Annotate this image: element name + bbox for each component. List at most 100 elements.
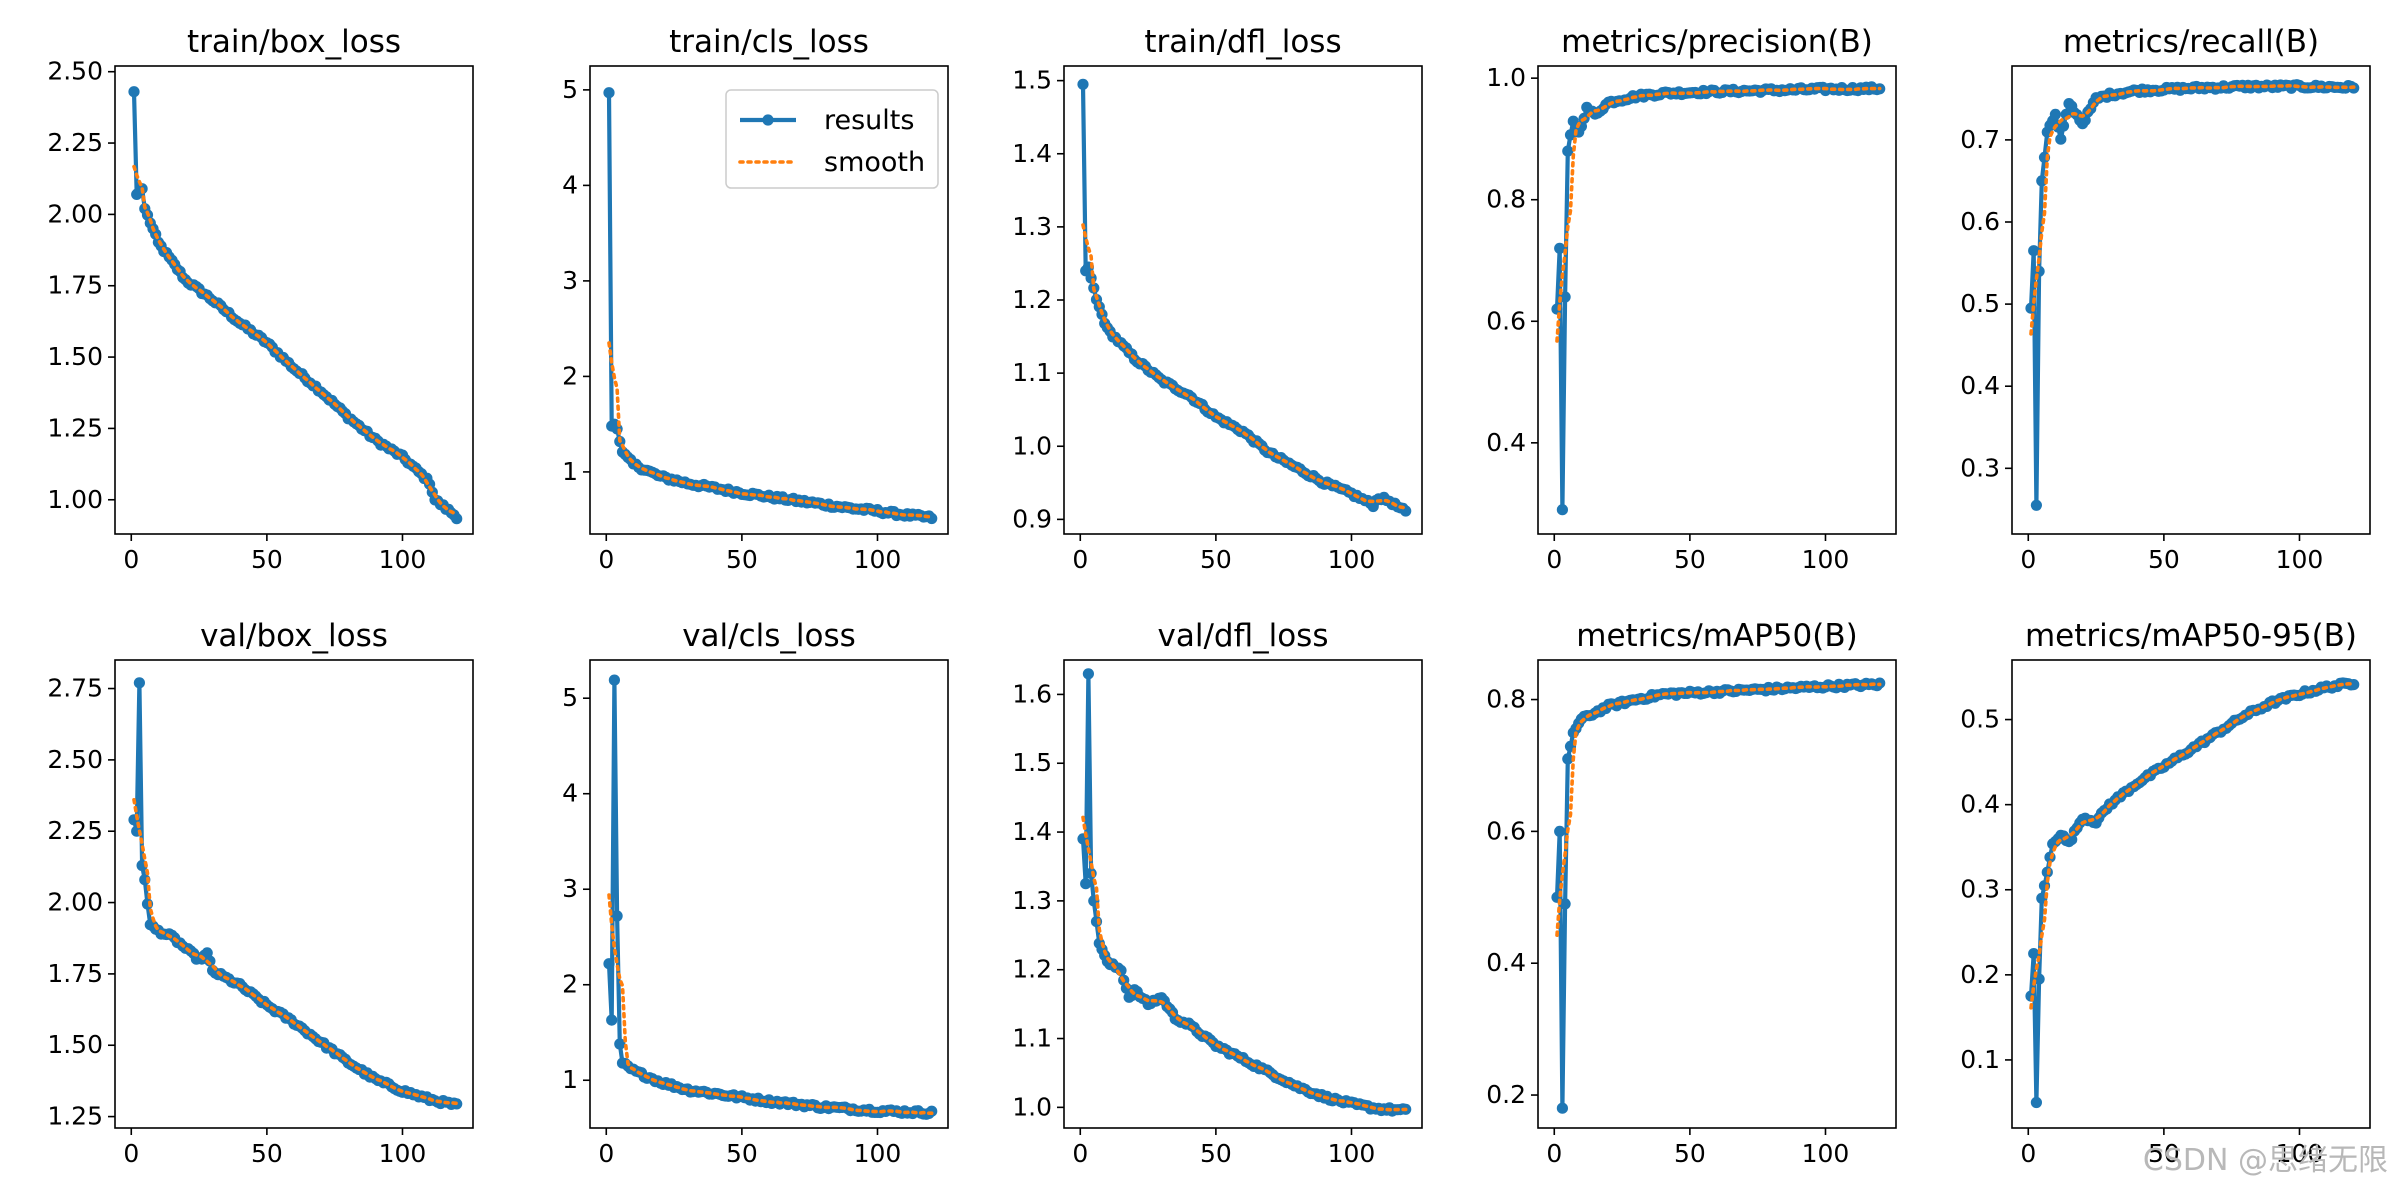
y-tick-label: 1.2 <box>1012 955 1052 984</box>
plot-frame <box>114 65 474 535</box>
smooth-line <box>2029 83 2356 336</box>
results-point <box>2030 1096 2042 1109</box>
smooth-line <box>2029 681 2356 1010</box>
x-tick-label: 100 <box>2276 545 2324 574</box>
results-point <box>1082 668 1094 680</box>
y-tick-label: 0.6 <box>1960 207 2000 236</box>
smooth-line <box>1081 223 1408 511</box>
results-point <box>1077 78 1089 90</box>
y-tick-label: 2.50 <box>47 745 103 774</box>
results-point <box>2049 108 2061 120</box>
y-tick-label: 0.1 <box>1960 1045 2000 1074</box>
x-tick-label: 100 <box>854 1139 902 1168</box>
results-line <box>1554 84 1881 512</box>
y-tick-label: 0.4 <box>1486 948 1526 977</box>
plot-frame <box>1537 65 1897 535</box>
y-tick-label: 1.0 <box>1012 1092 1052 1121</box>
smooth-line <box>607 893 934 1115</box>
y-tick-label: 0.6 <box>1486 816 1526 845</box>
y-tick-label: 2.00 <box>47 888 103 917</box>
y-tick-label: 1.25 <box>47 413 103 442</box>
series-group <box>1551 81 1886 516</box>
plot-frame <box>1537 659 1897 1129</box>
y-tick-label: 1.0 <box>1012 431 1052 460</box>
results-point <box>1554 242 1566 254</box>
y-tick-label: 0.3 <box>1960 453 2000 482</box>
y-tick-label: 0.9 <box>1012 504 1052 533</box>
x-tick-label: 50 <box>726 545 758 574</box>
y-tick-label: 0.4 <box>1960 371 2000 400</box>
y-tick-label: 1.0 <box>1486 63 1526 92</box>
x-tick-label: 50 <box>251 545 283 574</box>
x-tick-label: 50 <box>726 1139 758 1168</box>
series-group <box>1077 668 1412 1117</box>
results-point <box>1559 898 1571 910</box>
smooth-line <box>607 341 934 519</box>
y-tick-label: 1.00 <box>47 485 103 514</box>
y-tick-label: 5 <box>562 683 578 712</box>
results-line <box>1080 84 1408 513</box>
results-line <box>1554 681 1882 1111</box>
y-tick-label: 1.5 <box>1012 748 1052 777</box>
results-point <box>1556 504 1568 516</box>
y-tick-label: 1 <box>562 1065 578 1094</box>
panel-train-dfl-loss: train/dfl_loss 0 50 100 0.9 1.0 1.1 1.2 1.3 1.4 1.… <box>1012 24 1423 574</box>
y-tick-label: 0.6 <box>1486 306 1526 335</box>
y-tick-label: 0.2 <box>1960 960 2000 989</box>
panel-metrics-precision-b: metrics/precision(B) 0 50 100 0.4 0.6 0.8 1.0 <box>1486 24 1897 574</box>
y-tick-label: 5 <box>562 75 578 104</box>
results-point <box>2066 834 2078 846</box>
results-point <box>2030 499 2042 511</box>
results-point <box>603 87 615 99</box>
panel-title: metrics/recall(B) <box>2063 24 2319 60</box>
y-tick-label: 0.8 <box>1486 685 1526 714</box>
x-tick-label: 0 <box>123 545 139 574</box>
x-tick-label: 50 <box>1674 545 1706 574</box>
x-tick-label: 50 <box>1200 545 1232 574</box>
results-point <box>608 674 621 686</box>
results-point <box>1080 878 1092 890</box>
y-tick-label: 1 <box>562 457 578 486</box>
y-tick-label: 0.2 <box>1486 1080 1526 1109</box>
y-tick-label: 1.6 <box>1012 679 1052 708</box>
y-tick-label: 1.4 <box>1012 139 1052 168</box>
results-point <box>611 910 623 922</box>
results-line <box>131 680 458 1107</box>
panel-val-dfl-loss: val/dfl_loss 0 50 100 1.0 1.1 1.2 1.3 1.4 1.5 1.6 <box>1012 618 1423 1168</box>
smooth-line <box>132 164 459 516</box>
results-point <box>133 677 145 689</box>
y-tick-label: 1.25 <box>47 1102 103 1131</box>
y-tick-label: 0.4 <box>1486 428 1526 457</box>
plot-frame <box>1063 659 1423 1129</box>
plot-frame <box>589 65 949 535</box>
panel-train-box-loss: train/box_loss 0 50 100 1.00 1.25 1.50 1.75 2.00… <box>47 24 474 574</box>
y-tick-label: 2.75 <box>47 674 103 703</box>
plot-frame <box>1063 65 1423 535</box>
x-tick-label: 0 <box>598 1139 614 1168</box>
x-tick-label: 100 <box>854 545 902 574</box>
y-tick-label: 1.75 <box>47 959 103 988</box>
x-tick-label: 0 <box>2020 545 2036 574</box>
results-point <box>926 1105 938 1117</box>
y-tick-label: 1.50 <box>47 1030 103 1059</box>
series-group <box>128 677 463 1110</box>
panel-title: metrics/mAP50-95(B) <box>2025 618 2357 654</box>
x-tick-label: 100 <box>1802 1139 1850 1168</box>
panel-train-cls-loss: train/cls_loss 0 50 100 1 2 3 4 5 results smooth <box>562 24 949 574</box>
y-tick-label: 1.1 <box>1012 358 1052 387</box>
smooth-line <box>1555 682 1882 937</box>
x-tick-label: 100 <box>379 1139 427 1168</box>
series-group <box>128 86 463 525</box>
y-tick-label: 1.3 <box>1012 212 1052 241</box>
plot-frame <box>2011 659 2371 1129</box>
x-tick-label: 0 <box>598 545 614 574</box>
series-group <box>603 87 938 525</box>
y-tick-label: 2 <box>562 361 578 390</box>
results-point <box>926 512 938 525</box>
legend-results-label: results <box>824 105 914 136</box>
plot-frame <box>589 659 949 1129</box>
panel-metrics-map50-b: metrics/mAP50(B) 0 50 100 0.2 0.4 0.6 0.8 <box>1486 618 1897 1168</box>
y-tick-label: 0.3 <box>1960 875 2000 904</box>
y-tick-label: 3 <box>562 874 578 903</box>
